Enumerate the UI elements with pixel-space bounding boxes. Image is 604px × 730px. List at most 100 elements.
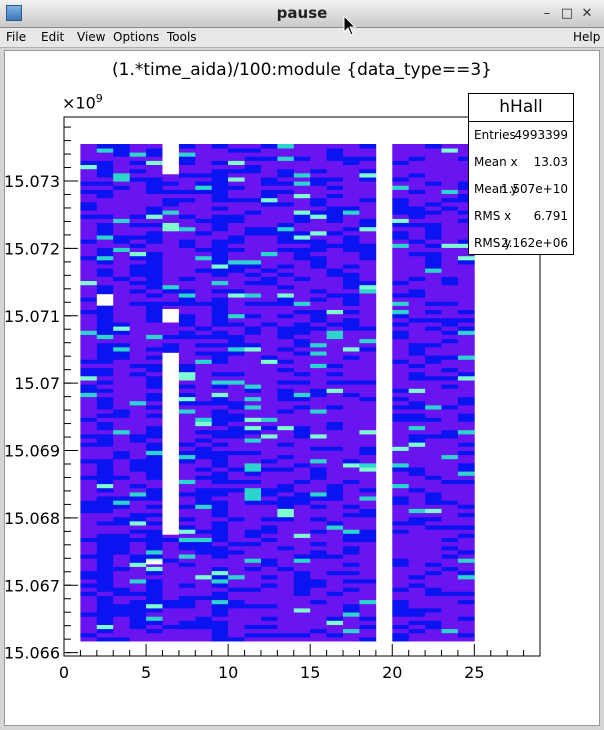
heatmap-cell (441, 164, 459, 170)
heatmap-cell (359, 380, 377, 385)
heatmap-cell (343, 579, 360, 584)
heatmap-cell (228, 442, 245, 447)
heatmap-cell (326, 355, 344, 360)
heatmap-cell (129, 297, 147, 302)
heatmap-cell (178, 371, 196, 377)
heatmap-cell (326, 280, 344, 286)
heatmap-cell (310, 537, 327, 543)
heatmap-cell (359, 388, 377, 393)
heatmap-cell (343, 243, 360, 248)
heatmap-cell (425, 206, 442, 211)
heatmap-cell (392, 500, 410, 505)
heatmap-cell (343, 388, 360, 393)
heatmap-cell (343, 351, 360, 356)
heatmap-cell (343, 231, 360, 236)
heatmap-cell (162, 554, 180, 559)
heatmap-cell (457, 438, 475, 443)
heatmap-cell (129, 202, 147, 207)
heatmap-cell (310, 624, 327, 630)
heatmap-cell (195, 206, 213, 211)
close-button[interactable]: ✕ (581, 6, 593, 21)
heatmap-cell (146, 293, 163, 298)
heatmap-cell (425, 521, 442, 526)
heatmap-cell (211, 529, 229, 534)
heatmap-cell (178, 616, 196, 621)
heatmap-cell (146, 156, 163, 161)
stats-row-mean-x: Mean x 13.03 (474, 155, 568, 169)
heatmap-cell (343, 342, 360, 348)
heatmap-cell (244, 558, 262, 563)
heatmap-cell (261, 438, 278, 443)
heatmap-cell (343, 417, 360, 422)
heatmap-cell (408, 492, 426, 497)
window-titlebar: pause – □ ✕ (0, 0, 604, 28)
heatmap-cell (425, 438, 442, 443)
heatmap-cell (244, 160, 262, 165)
heatmap-cell (261, 284, 278, 290)
heatmap-cell (211, 164, 229, 170)
heatmap-cell (211, 587, 229, 592)
heatmap-cell (425, 384, 442, 389)
heatmap-cell (408, 342, 426, 348)
heatmap-cell (178, 264, 196, 269)
heatmap-cell (129, 181, 147, 186)
heatmap-cell (326, 351, 344, 356)
heatmap-cell (392, 330, 410, 335)
heatmap-cell (408, 235, 426, 240)
maximize-button[interactable]: □ (560, 6, 574, 21)
heatmap-cell (228, 409, 245, 414)
heatmap-cell (80, 479, 98, 485)
heatmap-cell (277, 280, 295, 286)
heatmap-cell (129, 579, 147, 584)
heatmap-cell (457, 550, 475, 555)
heatmap-cell (326, 260, 344, 265)
heatmap-cell (178, 458, 196, 464)
heatmap-cell (129, 148, 147, 153)
heatmap-cell (228, 342, 245, 348)
heatmap-cell (228, 351, 245, 356)
heatmap-cell (129, 334, 147, 340)
heatmap-cell (343, 429, 360, 435)
heatmap-cell (195, 438, 213, 443)
heatmap-cell (211, 148, 229, 153)
menu-options[interactable]: Options (113, 30, 160, 44)
heatmap-cell (343, 483, 360, 489)
heatmap-cell (261, 574, 278, 580)
heatmap-cell (392, 533, 410, 538)
heatmap-cell (211, 363, 229, 369)
heatmap-cell (457, 384, 475, 389)
heatmap-cell (277, 612, 295, 617)
heatmap-cell (343, 566, 360, 572)
heatmap-cell (343, 239, 360, 244)
heatmap-cell (178, 516, 196, 522)
menu-help[interactable]: Help (573, 30, 601, 44)
menu-file[interactable]: File (6, 30, 27, 44)
heatmap-cell (277, 458, 295, 464)
heatmap-cell (359, 574, 377, 580)
minimize-button[interactable]: – (543, 6, 551, 21)
heatmap-cell (96, 177, 114, 182)
heatmap-column (457, 144, 475, 642)
heatmap-cell (146, 409, 163, 414)
heatmap-cell (408, 359, 426, 364)
heatmap-cell (441, 251, 459, 257)
heatmap-cell (113, 570, 130, 576)
heatmap-cell (359, 226, 377, 232)
menu-view[interactable]: View (77, 30, 106, 44)
heatmap-cell (80, 434, 98, 439)
heatmap-cell (80, 376, 98, 381)
heatmap-cell (80, 554, 98, 559)
heatmap-cell (293, 231, 311, 236)
heatmap-cell (457, 148, 475, 153)
heatmap-cell (392, 297, 410, 302)
heatmap-cell (408, 562, 426, 567)
heatmap-cell (261, 371, 278, 377)
heatmap-cell (441, 637, 459, 642)
heatmap-cell (457, 177, 475, 182)
heatmap-cell (310, 351, 327, 356)
heatmap-cell (408, 384, 426, 389)
heatmap-cell (441, 583, 459, 588)
heatmap-cell (195, 599, 213, 605)
menu-edit[interactable]: Edit (41, 30, 65, 44)
menu-tools[interactable]: Tools (167, 30, 197, 44)
